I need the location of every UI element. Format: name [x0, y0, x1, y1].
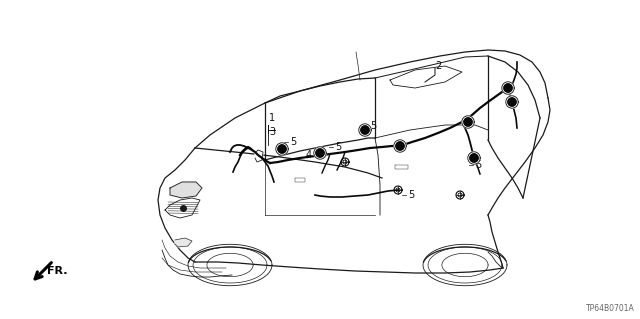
Polygon shape — [276, 143, 288, 155]
Text: 1: 1 — [269, 113, 275, 123]
Polygon shape — [508, 98, 516, 106]
Polygon shape — [464, 118, 472, 126]
Polygon shape — [278, 145, 286, 153]
Polygon shape — [255, 150, 263, 162]
Polygon shape — [361, 126, 369, 134]
Polygon shape — [316, 149, 324, 157]
Polygon shape — [470, 154, 478, 162]
Polygon shape — [316, 149, 324, 157]
Polygon shape — [394, 140, 406, 152]
Polygon shape — [504, 84, 512, 92]
Polygon shape — [396, 142, 404, 150]
Polygon shape — [462, 116, 474, 128]
Text: 3: 3 — [269, 127, 275, 137]
Polygon shape — [502, 82, 514, 94]
Polygon shape — [464, 118, 472, 126]
Polygon shape — [396, 142, 404, 150]
Polygon shape — [506, 96, 518, 108]
Text: FR.: FR. — [47, 266, 67, 276]
Polygon shape — [165, 198, 200, 218]
Text: 2: 2 — [435, 61, 441, 71]
Text: 5: 5 — [475, 160, 481, 170]
Text: 4: 4 — [306, 150, 312, 160]
Polygon shape — [359, 124, 371, 136]
Polygon shape — [361, 126, 369, 134]
Polygon shape — [468, 152, 480, 164]
Text: TP64B0701A: TP64B0701A — [586, 304, 635, 313]
Polygon shape — [314, 147, 326, 159]
Polygon shape — [508, 98, 516, 106]
Polygon shape — [278, 145, 286, 153]
Text: 5: 5 — [408, 190, 414, 200]
Polygon shape — [170, 182, 202, 198]
Text: 5: 5 — [290, 137, 296, 147]
Polygon shape — [175, 238, 192, 247]
Polygon shape — [470, 154, 478, 162]
Text: 5: 5 — [335, 142, 341, 152]
Polygon shape — [504, 84, 512, 92]
Text: 5: 5 — [370, 121, 376, 131]
